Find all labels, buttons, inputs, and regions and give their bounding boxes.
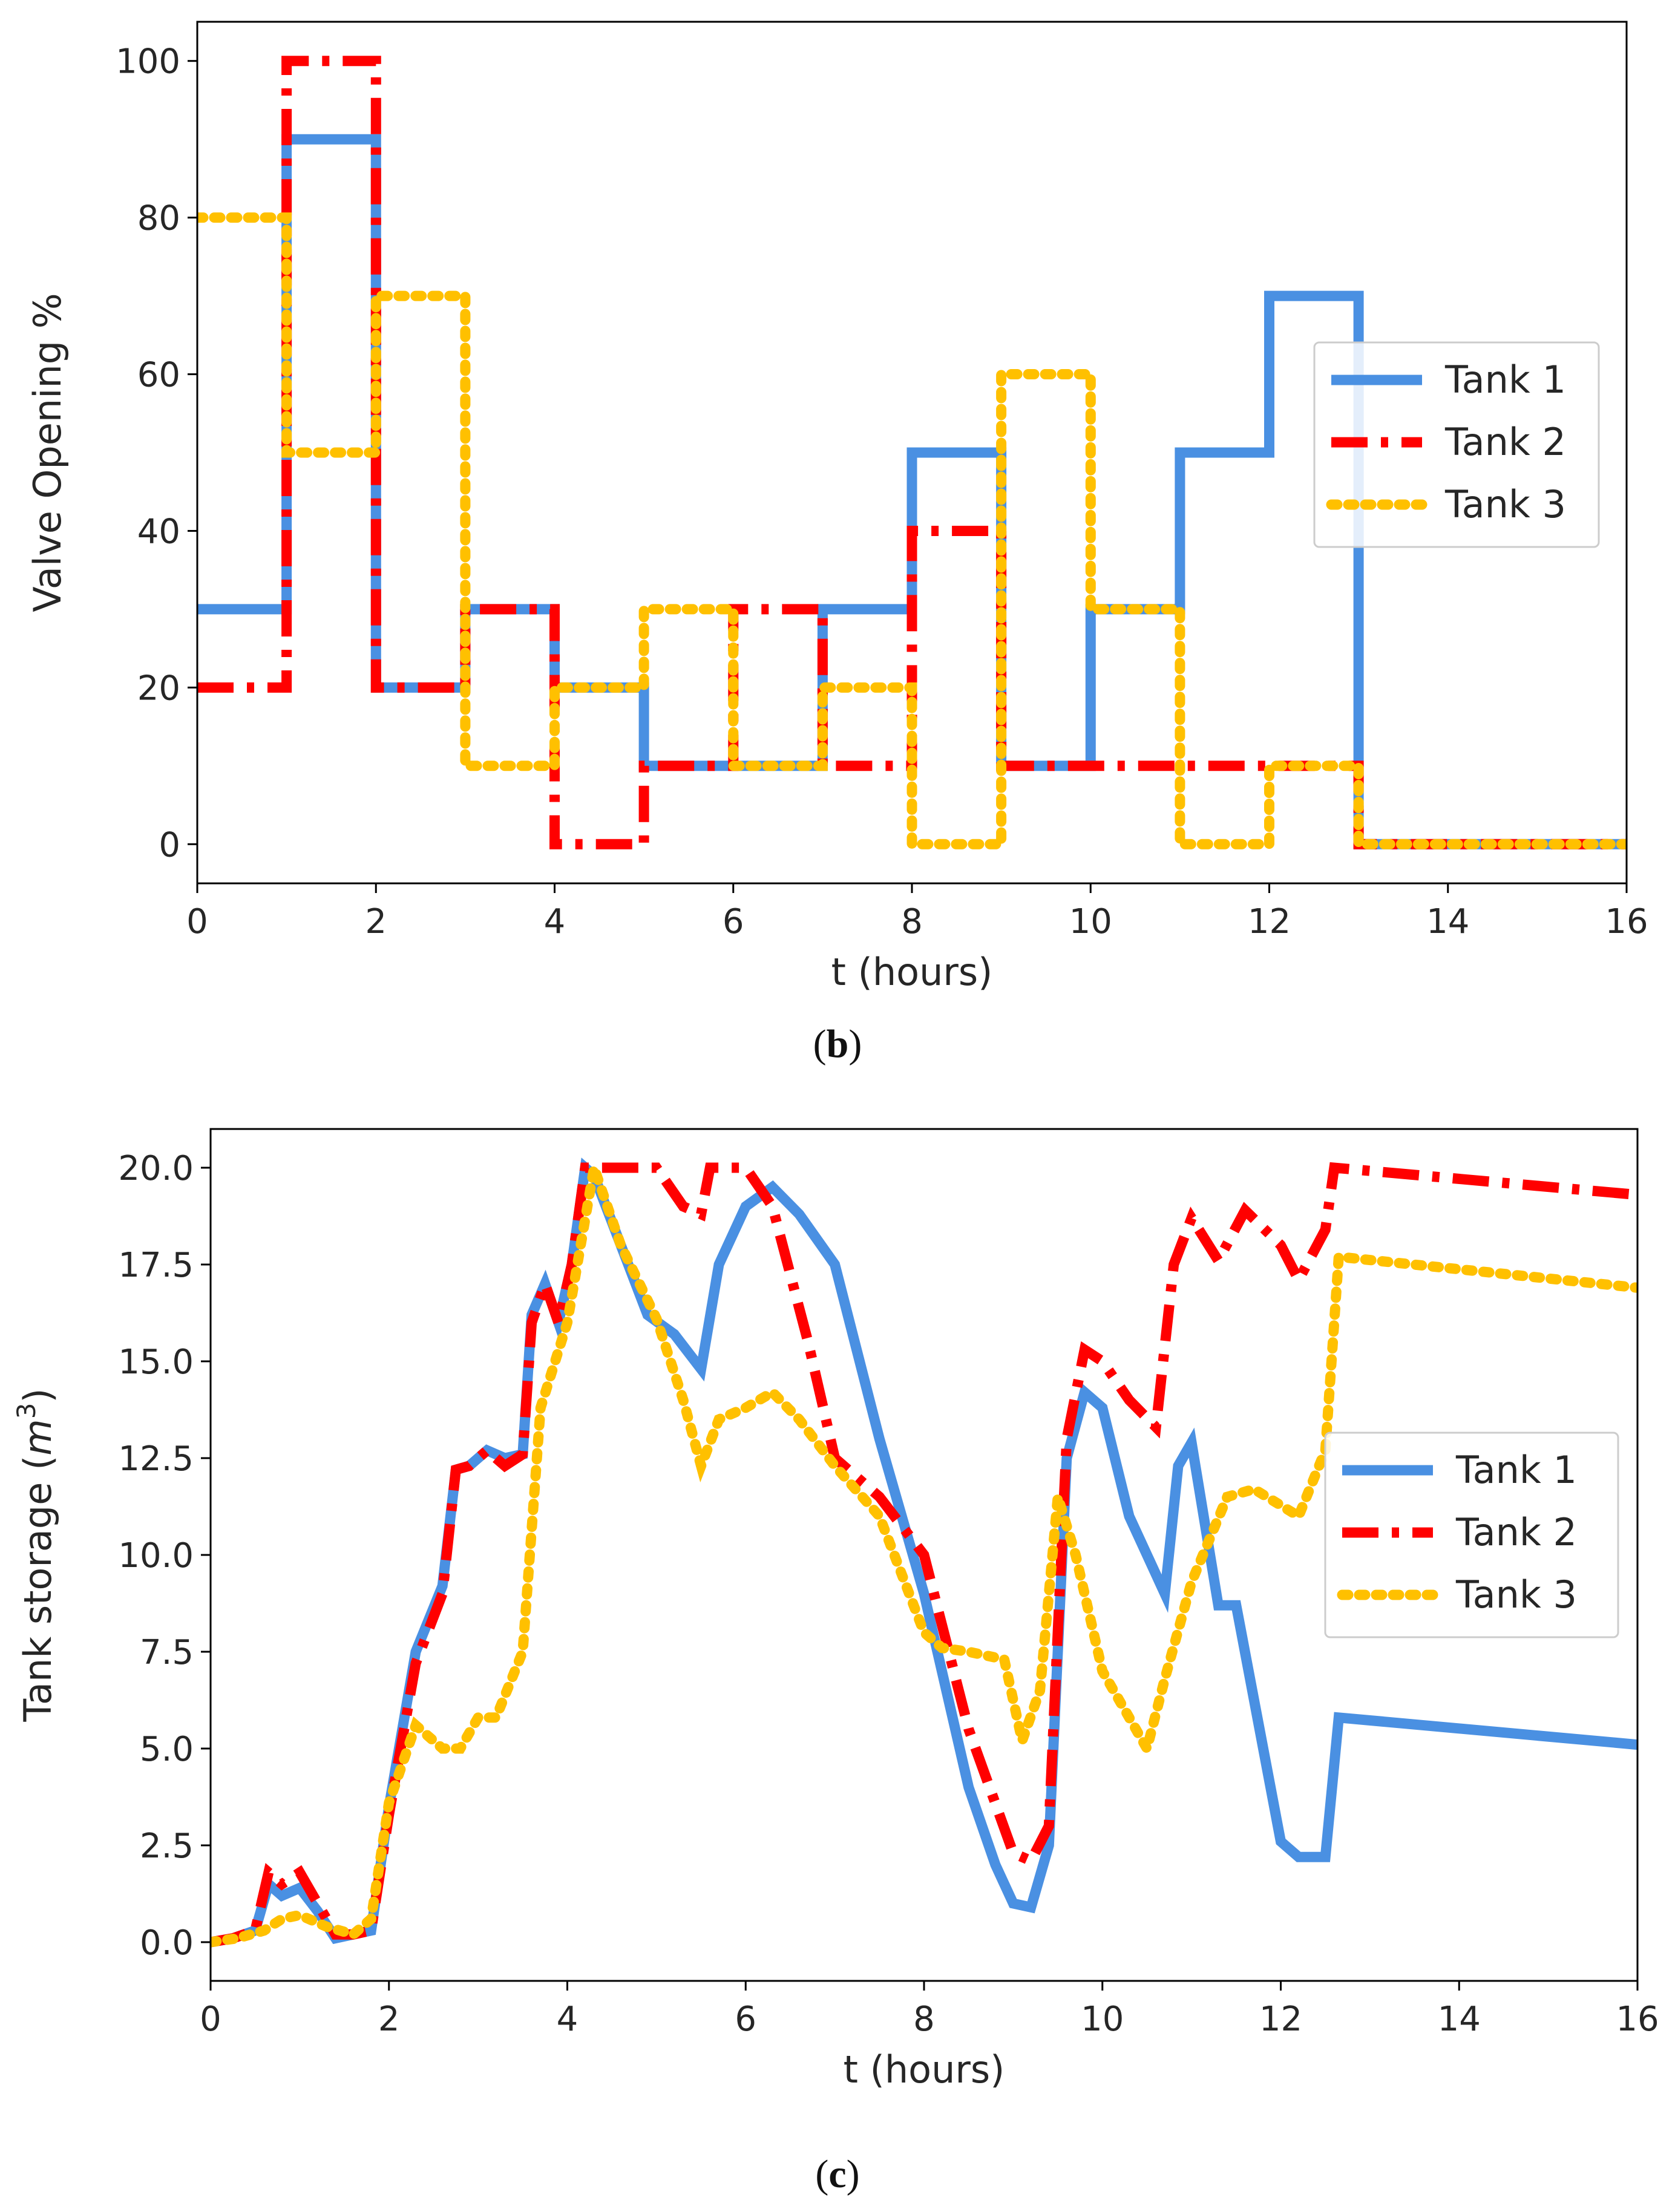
x-tick-label: 12: [1248, 902, 1291, 941]
legend-box: [1324, 1432, 1619, 1638]
y-tick-label: 5.0: [140, 1730, 194, 1769]
x-tick-label: 2: [378, 2000, 400, 2039]
x-tick-label: 0: [186, 902, 208, 941]
x-tick-label: 8: [913, 2000, 935, 2039]
x-tick-label: 14: [1438, 2000, 1481, 2039]
y-tick-label: 100: [116, 42, 180, 82]
y-tick-label: 0.0: [140, 1923, 194, 1963]
x-tick-label: 10: [1081, 2000, 1124, 2039]
caption-b-close: ): [848, 1022, 862, 1066]
series-line-tank-3: [197, 212, 1627, 849]
legend-label-tank-3: Tank 3: [1455, 1572, 1577, 1617]
valve-opening-chart: 0 2 4 6 8 10 12 14 16 0 20 40 60 80 100 t (hours) Valve …: [25, 21, 1648, 994]
caption-c-letter: c: [828, 2152, 847, 2196]
x-tick-label: 14: [1426, 902, 1469, 941]
x-tick-label: 6: [723, 902, 744, 941]
x-tick-label: 10: [1069, 902, 1112, 941]
y-tick-label: 60: [137, 356, 180, 395]
y-axis-label: Tank storage (m3): [11, 1388, 60, 1722]
y-tick-label: 7.5: [140, 1633, 194, 1672]
y-tick-label: 80: [137, 199, 180, 238]
series-line-tank-1: [211, 1157, 1637, 1948]
y-tick-label: 20.0: [118, 1149, 194, 1188]
x-tick-label: 0: [200, 2000, 221, 2039]
y-tick-label: 20: [137, 669, 180, 708]
series-line-tank-3: [211, 1166, 1637, 1948]
caption-b-open: (: [813, 1022, 827, 1066]
x-tick-label: 4: [544, 902, 566, 941]
caption-b: (b): [777, 1021, 898, 1067]
caption-c-open: (: [815, 2152, 829, 2196]
tank-storage-chart: 0 2 4 6 8 10 12 14 16 0.0 2.5 5.0 7.5 10.0 12.5 15.0 17.…: [11, 1128, 1659, 2092]
y-tick-label: 10.0: [118, 1536, 194, 1576]
x-tick-label: 8: [901, 902, 923, 941]
legend-label-tank-1: Tank 1: [1455, 1448, 1577, 1492]
x-tick-label: 16: [1605, 902, 1648, 941]
y-tick-label: 40: [137, 512, 180, 551]
x-tick-label: 16: [1616, 2000, 1659, 2039]
y-axis-label: Valve Opening %: [25, 293, 70, 612]
x-tick-label: 6: [735, 2000, 756, 2039]
y-tick-label: 12.5: [118, 1439, 194, 1479]
y-tick-label: 15.0: [118, 1343, 194, 1382]
legend-label-tank-2: Tank 2: [1444, 420, 1566, 464]
y-tick-label: 0: [159, 825, 180, 865]
legend-box: [1313, 341, 1600, 548]
caption-c-close: ): [846, 2152, 860, 2196]
x-axis-label: t (hours): [844, 2047, 1005, 2092]
x-axis-label: t (hours): [831, 950, 993, 994]
caption-b-letter: b: [826, 1022, 849, 1066]
x-tick-label: 12: [1259, 2000, 1302, 2039]
x-tick-label: 2: [365, 902, 387, 941]
y-tick-label: 17.5: [118, 1246, 194, 1285]
caption-c: (c): [777, 2151, 898, 2197]
x-tick-label: 4: [557, 2000, 579, 2039]
y-tick-label: 2.5: [140, 1827, 194, 1866]
legend-label-tank-1: Tank 1: [1444, 358, 1566, 402]
legend-label-tank-2: Tank 2: [1455, 1510, 1577, 1554]
legend-label-tank-3: Tank 3: [1444, 482, 1566, 526]
